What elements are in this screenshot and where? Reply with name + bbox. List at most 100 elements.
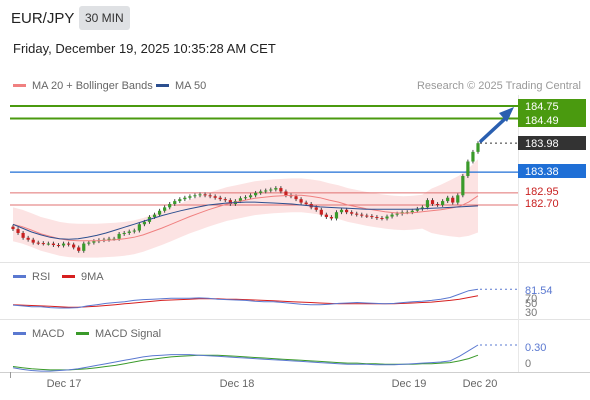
candle-body <box>319 209 323 215</box>
candle-body <box>208 195 212 197</box>
candle-body <box>471 151 475 162</box>
candle-body <box>238 198 243 202</box>
candle-body <box>51 243 56 246</box>
candle-body <box>380 218 384 219</box>
rsi-ma-line <box>12 295 479 308</box>
candle-body <box>269 189 273 191</box>
candle-body <box>339 209 344 213</box>
candle-body <box>41 243 45 245</box>
candle-body <box>441 201 445 205</box>
pivot-label: 183.38 <box>525 166 559 178</box>
candle-body <box>435 204 440 205</box>
candle-body <box>314 207 318 210</box>
candle-body <box>152 214 157 218</box>
time-axis: Dec 17 Dec 18 Dec 19 Dec 20 <box>47 378 498 390</box>
price-labels: 184.75 184.49 183.98 183.38 182.95 182.7… <box>518 99 586 210</box>
ma50-line <box>12 201 479 240</box>
candle-body <box>36 242 40 244</box>
ma20-label: MA 20 + Bollinger Bands <box>32 80 153 92</box>
candle-body <box>410 210 414 213</box>
candle-body <box>299 199 303 203</box>
candle-body <box>375 217 379 219</box>
candle-body <box>451 197 455 203</box>
ma50-label: MA 50 <box>175 80 207 92</box>
candle-body <box>178 199 182 202</box>
candle-body <box>92 241 96 243</box>
rsi-ma-label: 9MA <box>81 271 104 283</box>
candle-body <box>61 243 66 246</box>
candle-body <box>279 188 283 192</box>
candle-body <box>456 195 460 203</box>
candle-body <box>370 216 374 218</box>
candle-body <box>355 213 359 215</box>
candle-body <box>183 197 187 200</box>
candle-body <box>142 221 147 225</box>
moving-averages <box>12 194 479 242</box>
candle-body <box>344 209 349 213</box>
candle-body <box>243 197 248 199</box>
candle-body <box>107 238 111 240</box>
chart-header: EUR/JPY 30 MIN <box>0 0 590 36</box>
r2-label-box <box>518 99 586 113</box>
candle-body <box>218 197 222 200</box>
candle-body <box>203 194 207 196</box>
candle-body <box>334 212 339 219</box>
bollinger-band-fill <box>13 159 478 258</box>
rsi-line <box>12 288 479 309</box>
candle-body <box>360 214 364 216</box>
candle-body <box>365 215 369 217</box>
rsi-label: RSI <box>32 271 51 283</box>
candle-body <box>284 191 288 196</box>
legend-rsi: RSI <box>13 271 50 283</box>
candle-body <box>87 242 91 244</box>
rsi-tick-70: 70 <box>525 293 537 305</box>
interval-button[interactable]: 30 MIN <box>79 6 130 30</box>
s1-label: 182.95 <box>525 186 559 198</box>
ma20-swatch <box>13 83 26 87</box>
candle-body <box>294 196 298 200</box>
candle-body <box>26 237 30 240</box>
bollinger-band <box>13 159 478 258</box>
candle-body <box>173 201 177 204</box>
macd-panel <box>12 344 518 372</box>
candle-body <box>66 243 71 245</box>
legend-rsi-ma: 9MA <box>62 271 104 283</box>
copyright-text: Research © 2025 Trading Central <box>416 80 581 92</box>
candle-body <box>329 217 334 219</box>
last-price-label: 183.98 <box>525 138 559 150</box>
macd-label: MACD <box>32 328 65 340</box>
candle-body <box>385 216 389 219</box>
candle-body <box>466 161 470 176</box>
last-price-box <box>518 136 586 150</box>
candle-body <box>350 212 354 214</box>
macd-swatch <box>13 331 26 335</box>
macd-signal-swatch <box>76 331 89 335</box>
candle-body <box>127 231 131 233</box>
ma50-swatch <box>156 83 169 87</box>
legend-ma20: MA 20 + Bollinger Bands <box>13 80 153 92</box>
candle-body <box>264 190 268 192</box>
candle-body <box>223 199 227 201</box>
r1-label: 184.49 <box>525 115 559 127</box>
macd-line <box>12 344 479 372</box>
rsi-tick-50: 50 <box>525 298 537 310</box>
candle-body <box>157 210 162 215</box>
candle-body <box>56 245 61 247</box>
candle-body <box>390 214 394 217</box>
candle-body <box>430 200 435 204</box>
time-label-dec20: Dec 20 <box>463 378 498 390</box>
candle-body <box>213 196 217 198</box>
candle-body <box>82 243 86 251</box>
rsi-swatch <box>13 274 26 278</box>
candle-body <box>11 226 15 230</box>
candle-body <box>193 195 197 197</box>
legend-macd: MACD <box>13 328 64 340</box>
r2-label: 184.75 <box>525 101 559 113</box>
legend-macd-signal: MACD Signal <box>76 328 161 340</box>
candle-body <box>132 230 136 232</box>
candle-body <box>198 194 202 196</box>
macd-axis: 0.30 0 <box>525 342 546 370</box>
macd-value: 0.30 <box>525 342 546 354</box>
candle-body <box>16 229 20 233</box>
